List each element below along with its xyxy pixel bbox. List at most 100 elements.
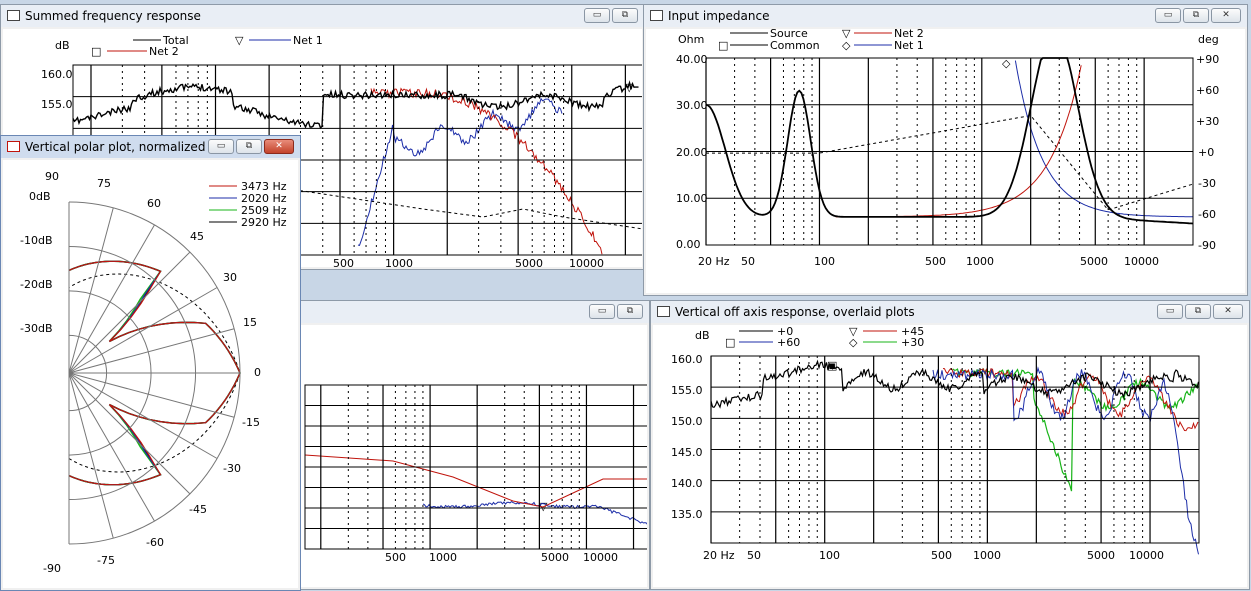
legend-net1-marker: ▽	[235, 34, 244, 47]
legend-p45: +45	[901, 325, 924, 338]
offaxis-titlebar[interactable]: Vertical off axis response, overlaid plo…	[651, 301, 1249, 323]
db-label-0: 0dB	[29, 190, 51, 203]
close-button[interactable]: ✕	[1211, 8, 1241, 23]
impedance-titlebar[interactable]: Input impedance ▭ ⧉ ✕	[644, 5, 1247, 27]
xtick-5000: 5000	[515, 257, 543, 267]
legend-p30: +30	[901, 336, 924, 349]
phase-tick-p60: +60	[1196, 84, 1219, 97]
plot-frame	[705, 57, 1194, 246]
polar-title: Vertical polar plot, normalized	[25, 140, 206, 154]
angle-15: 15	[243, 316, 257, 329]
angle-90: 90	[45, 170, 59, 183]
minimize-button[interactable]: ▭	[589, 304, 615, 319]
close-button[interactable]: ✕	[264, 139, 294, 154]
ytick-40: 40.00	[676, 53, 708, 66]
xtick-10000: 10000	[569, 257, 604, 267]
xtick-10000: 10000	[583, 551, 618, 564]
legend-net1: Net 1	[894, 39, 924, 52]
legend-net2-marker: ▽	[842, 29, 851, 40]
xtick-20hz: 20 Hz	[698, 255, 730, 268]
ytick-0: 0.00	[676, 238, 701, 251]
maximize-button[interactable]: ⧉	[617, 304, 643, 319]
close-button[interactable]: ✕	[1213, 304, 1243, 319]
net2-response-line	[370, 87, 603, 255]
angle-m90: -90	[43, 562, 61, 575]
ytick-160: 160.0	[41, 68, 73, 81]
maximize-button[interactable]: ⧉	[1185, 304, 1211, 319]
xtick-500: 500	[333, 257, 354, 267]
minimize-button[interactable]: ▭	[208, 139, 234, 154]
unit-ohm-label: Ohm	[678, 33, 704, 46]
xtick-10000: 10000	[1129, 549, 1164, 562]
phase-tick-m90: -90	[1198, 239, 1216, 252]
graph-window-icon	[650, 10, 663, 21]
polar-chart: 0dB -10dB -20dB -30dB 90 75 60 45 30 15 …	[20, 170, 287, 575]
xtick-1000: 1000	[966, 255, 994, 268]
polar-spoke	[68, 372, 155, 522]
p0-response-line	[710, 359, 1200, 409]
middle-titlebar[interactable]: ▭ ⧉	[291, 301, 649, 323]
db-label-10: -10dB	[20, 234, 53, 247]
xtick-50: 50	[747, 549, 761, 562]
maximize-button[interactable]: ⧉	[236, 139, 262, 154]
p60-response-line	[932, 366, 1199, 555]
polar-ring	[68, 290, 152, 456]
impedance-title: Input impedance	[668, 9, 770, 23]
impedance-plot-area[interactable]: ◇ Ohm deg Source □ Common ▽ Net 2 ◇ Net …	[646, 29, 1245, 293]
angle-m75: -75	[97, 554, 115, 567]
polar-titlebar[interactable]: Vertical polar plot, normalized ▭ ⧉ ✕	[1, 136, 300, 158]
offaxis-plot-area[interactable]: ▣ dB +0 □ +60 ▽ +45 ◇ +30 160.0 155.0 15…	[653, 325, 1247, 587]
angle-30: 30	[223, 271, 237, 284]
middle-plot-area[interactable]: ▽ 500 1000 5000 10000	[293, 325, 647, 587]
plot-frame	[710, 355, 1200, 544]
xtick-50: 50	[741, 255, 755, 268]
polar-window[interactable]: Vertical polar plot, normalized ▭ ⧉ ✕ 0d…	[0, 135, 301, 591]
graph-window-icon	[7, 10, 20, 21]
legend-2020: 2020 Hz	[241, 192, 287, 205]
phase-dashed-line	[72, 168, 642, 230]
impedance-window[interactable]: Input impedance ▭ ⧉ ✕ ◇ Ohm deg Source □…	[643, 4, 1248, 296]
minimize-button[interactable]: ▭	[1155, 8, 1181, 23]
xtick-500: 500	[925, 255, 946, 268]
legend-p0: +0	[777, 325, 793, 338]
ytick-155: 155.0	[671, 384, 703, 397]
db-label-20: -20dB	[20, 278, 53, 291]
offaxis-window[interactable]: Vertical off axis response, overlaid plo…	[650, 300, 1250, 590]
ytick-135: 135.0	[671, 508, 703, 521]
polar-spoke	[68, 372, 235, 418]
polar-window-icon	[7, 141, 20, 152]
summed-title: Summed frequency response	[25, 9, 201, 23]
ytick-160: 160.0	[671, 353, 703, 366]
maximize-button[interactable]: ⧉	[1183, 8, 1209, 23]
impedance-marker: ◇	[1002, 57, 1011, 70]
unit-deg-label: deg	[1198, 33, 1219, 46]
legend-p60-marker: □	[725, 336, 735, 349]
polar-plot-area[interactable]: 0dB -10dB -20dB -30dB 90 75 60 45 30 15 …	[3, 160, 298, 588]
minimize-button[interactable]: ▭	[1157, 304, 1183, 319]
ytick-20: 20.00	[676, 146, 708, 159]
angle-0: 0	[254, 366, 261, 379]
xtick-1000: 1000	[429, 551, 457, 564]
legend-net2-marker: □	[91, 45, 101, 58]
minimize-button[interactable]: ▭	[584, 8, 610, 23]
summed-unit-label: dB	[55, 39, 70, 52]
angle-m15: -15	[242, 416, 260, 429]
xtick-10000: 10000	[1124, 255, 1159, 268]
polar-spoke	[68, 251, 191, 374]
angle-60: 60	[147, 197, 161, 210]
legend-p60: +60	[777, 336, 800, 349]
summed-titlebar[interactable]: Summed frequency response ▭ ⧉	[1, 5, 644, 27]
polar-spoke	[68, 372, 191, 495]
net2-impedance-line	[835, 65, 1082, 218]
impedance-chart: ◇ Ohm deg Source □ Common ▽ Net 2 ◇ Net …	[676, 29, 1219, 268]
legend-total: Total	[162, 34, 189, 47]
legend-source: Source	[770, 29, 808, 40]
net2-response-line	[304, 454, 647, 508]
ytick-145: 145.0	[671, 446, 703, 459]
xtick-500: 500	[931, 549, 952, 562]
maximize-button[interactable]: ⧉	[612, 8, 638, 23]
polar-spoke	[68, 372, 218, 459]
phase-tick-m60: -60	[1198, 208, 1216, 221]
middle-plot-window[interactable]: ▭ ⧉ ▽ 500 1000 5000 10000	[290, 300, 650, 590]
xtick-5000: 5000	[1080, 255, 1108, 268]
